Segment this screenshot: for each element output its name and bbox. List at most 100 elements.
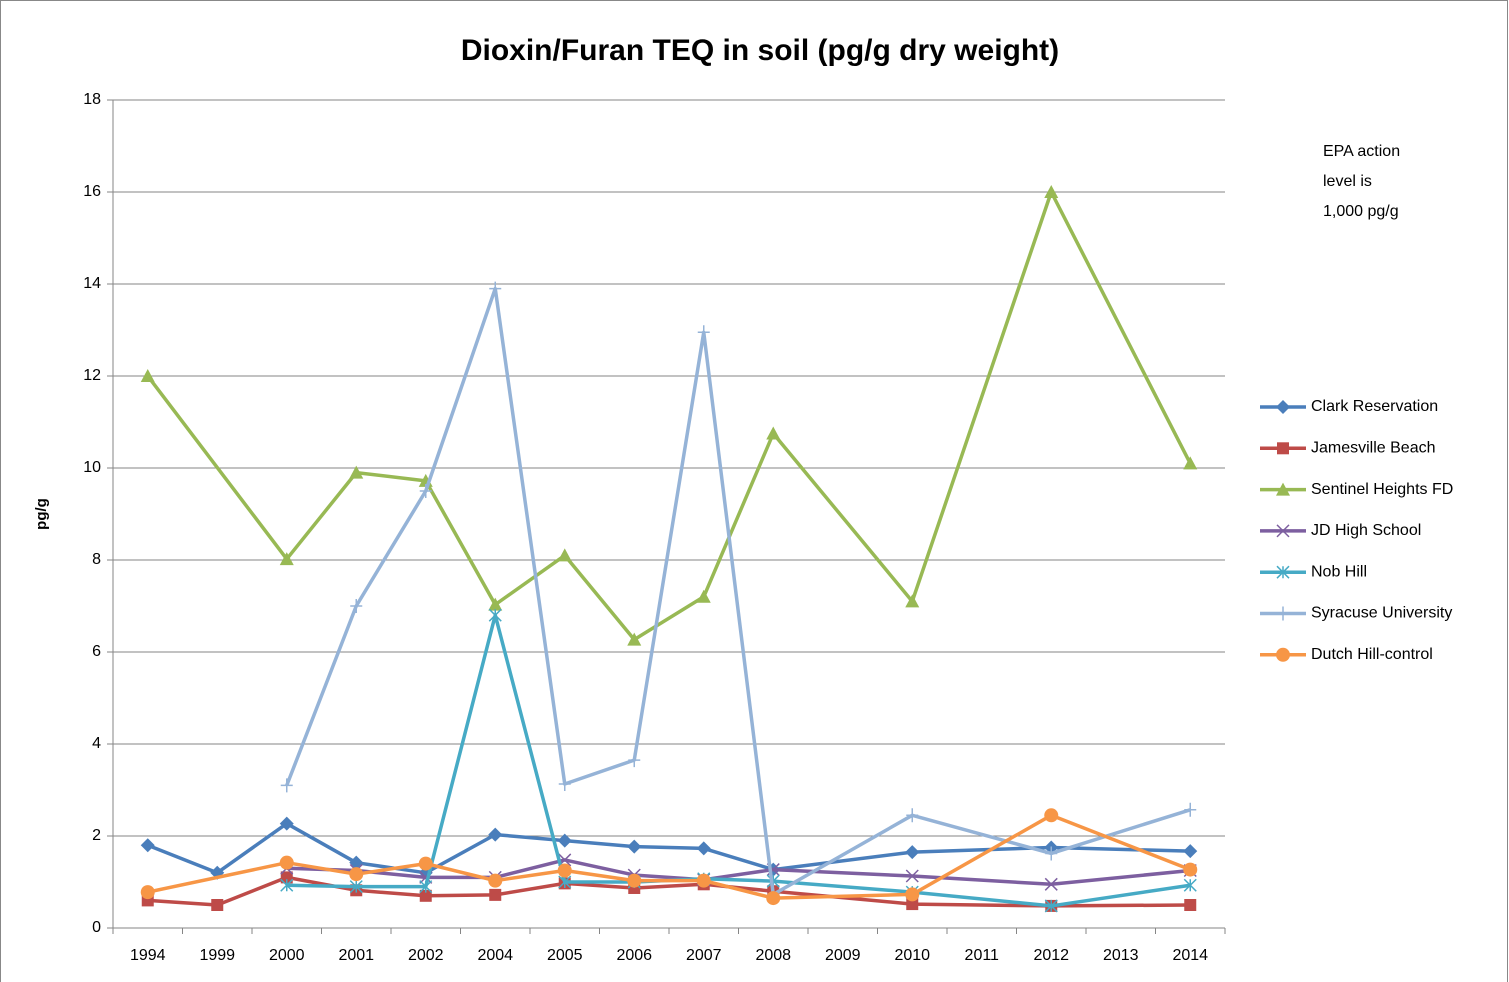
- marker: [349, 867, 364, 882]
- marker: [557, 833, 572, 848]
- marker: [557, 548, 572, 562]
- marker: [489, 888, 502, 901]
- marker: [627, 873, 642, 888]
- y-tick-label: 12: [83, 367, 101, 384]
- marker: [905, 845, 920, 860]
- marker: [418, 856, 433, 871]
- marker: [1044, 185, 1059, 198]
- marker: [558, 875, 572, 889]
- marker: [696, 873, 711, 888]
- marker: [628, 753, 641, 768]
- marker: [140, 838, 155, 853]
- marker: [766, 891, 781, 906]
- marker: [627, 632, 642, 646]
- marker: [1183, 862, 1198, 877]
- y-tick-label: 6: [92, 643, 101, 660]
- marker: [1276, 482, 1290, 496]
- marker: [419, 880, 433, 894]
- marker: [350, 599, 363, 613]
- x-tick-label: 2006: [616, 947, 652, 964]
- x-tick-label: 1994: [130, 947, 166, 964]
- marker: [1276, 400, 1290, 414]
- legend-label: Dutch Hill-control: [1311, 646, 1433, 663]
- marker: [140, 885, 155, 900]
- marker: [280, 878, 294, 892]
- marker: [906, 808, 919, 823]
- y-tick-label: 0: [92, 919, 101, 936]
- marker: [1184, 802, 1197, 817]
- marker: [488, 873, 503, 888]
- marker: [488, 597, 503, 611]
- y-axis-label: pg/g: [33, 498, 50, 530]
- marker: [905, 869, 919, 883]
- marker: [627, 839, 642, 854]
- x-tick-label: 2007: [686, 947, 722, 964]
- marker: [558, 777, 571, 792]
- marker: [1044, 808, 1059, 823]
- marker: [696, 841, 711, 856]
- marker: [488, 827, 503, 842]
- legend-label: Jamesville Beach: [1311, 440, 1436, 457]
- y-tick-label: 4: [92, 735, 101, 752]
- marker: [349, 465, 364, 479]
- marker: [488, 608, 502, 622]
- y-tick-label: 8: [92, 551, 101, 568]
- x-tick-label: 2013: [1103, 947, 1139, 964]
- annotation: level is: [1323, 173, 1372, 190]
- marker: [697, 325, 710, 340]
- x-tick-label: 2000: [269, 947, 305, 964]
- y-tick-label: 2: [92, 827, 101, 844]
- x-tick-label: 2004: [477, 947, 513, 964]
- marker: [279, 552, 294, 566]
- y-tick-label: 10: [83, 459, 101, 476]
- marker: [419, 484, 432, 498]
- legend-label: Syracuse University: [1311, 605, 1452, 622]
- marker: [906, 898, 919, 911]
- marker: [1184, 899, 1197, 911]
- annotation: 1,000 pg/g: [1323, 203, 1399, 220]
- x-tick-label: 2005: [547, 947, 583, 964]
- marker: [1183, 456, 1198, 470]
- marker: [419, 889, 432, 902]
- x-tick-label: 1999: [199, 947, 235, 964]
- legend-label: Nob Hill: [1311, 563, 1367, 580]
- marker: [557, 863, 572, 878]
- marker: [279, 816, 294, 831]
- marker: [349, 880, 363, 894]
- marker: [279, 855, 294, 870]
- marker: [1276, 647, 1290, 662]
- marker: [1045, 846, 1058, 861]
- y-tick-label: 18: [83, 91, 101, 108]
- series-line: [146, 190, 1192, 642]
- x-tick-label: 2014: [1172, 947, 1208, 964]
- x-tick-label: 2010: [894, 947, 930, 964]
- marker: [1277, 606, 1289, 621]
- marker: [1183, 844, 1198, 859]
- marker: [905, 594, 920, 608]
- y-tick-label: 14: [83, 275, 101, 292]
- legend-label: Sentinel Heights FD: [1311, 481, 1453, 498]
- annotation: EPA action: [1323, 143, 1400, 160]
- marker: [140, 369, 155, 382]
- marker: [280, 778, 293, 793]
- marker: [766, 426, 781, 440]
- marker: [1044, 899, 1058, 913]
- x-tick-label: 2011: [965, 947, 1000, 964]
- marker: [1276, 565, 1290, 579]
- marker: [1183, 878, 1197, 892]
- marker: [489, 281, 502, 296]
- marker: [1044, 877, 1058, 891]
- marker: [905, 887, 920, 902]
- marker: [1277, 442, 1289, 455]
- series-line: [147, 813, 1191, 900]
- x-tick-label: 2009: [825, 947, 861, 964]
- y-tick-label: 16: [83, 183, 101, 200]
- legend-label: JD High School: [1311, 522, 1421, 539]
- legend-label: Clark Reservation: [1311, 398, 1438, 415]
- x-tick-label: 2001: [338, 947, 374, 964]
- marker: [211, 899, 224, 911]
- x-tick-label: 2002: [408, 947, 444, 964]
